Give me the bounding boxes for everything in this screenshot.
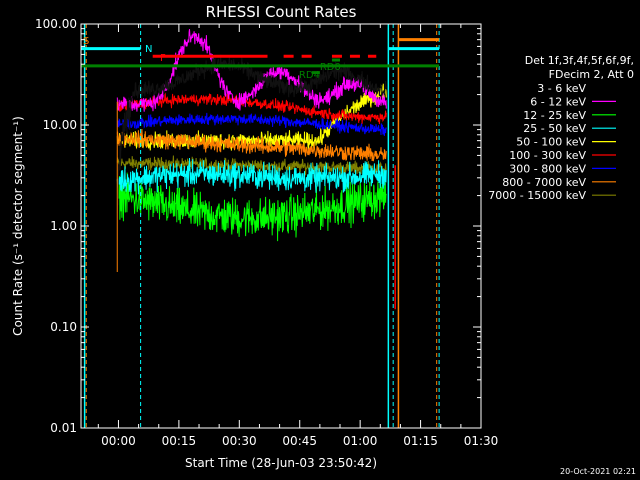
- flag-label-rd0: RD0: [320, 62, 341, 73]
- x-tick-label: 00:30: [222, 434, 257, 448]
- legend: Det 1f,3f,4f,5f,6f,9f, FDecim 2, Att 0 3…: [488, 54, 634, 202]
- x-tick-label: 00:45: [282, 434, 317, 448]
- axis-layer: 00:00 00:15 00:30 00:45 01:00 01:15 01:30 0.01 0…: [35, 17, 498, 448]
- y-tick-label: 10.00: [43, 118, 77, 132]
- flag-label-n: N: [145, 44, 152, 55]
- legend-label: 12 - 25 keV: [523, 109, 586, 122]
- chart-title: RHESSI Count Rates: [206, 3, 357, 21]
- series-line-12-25keV: [116, 172, 387, 242]
- series-line-25-50keV: [116, 157, 387, 195]
- legend-label: 3 - 6 keV: [537, 82, 586, 95]
- y-tick-label: 0.10: [50, 320, 77, 334]
- series-line-3-6keV: [116, 54, 387, 213]
- flag-label-s: S: [83, 36, 89, 47]
- series-line-800-7000keV: [116, 128, 387, 162]
- y-tick-label: 1.00: [50, 219, 77, 233]
- series-layer: [116, 29, 387, 273]
- y-axis-label: Count Rate (s⁻¹ detector segment⁻¹): [11, 116, 25, 336]
- flag-label-rd4: RD4: [299, 70, 320, 81]
- legend-label: 800 - 7000 keV: [502, 176, 586, 189]
- legend-label: 25 - 50 keV: [523, 122, 586, 135]
- x-tick-label: 00:15: [162, 434, 197, 448]
- legend-label: 6 - 12 keV: [530, 95, 586, 108]
- x-axis-label: Start Time (28-Jun-03 23:50:42): [185, 456, 377, 470]
- legend-label: 100 - 300 keV: [509, 149, 586, 162]
- flag-label-f: F: [160, 53, 166, 64]
- y-tick-label: 0.01: [50, 421, 77, 435]
- x-tick-label: 01:15: [403, 434, 438, 448]
- x-tick-label: 00:00: [101, 434, 136, 448]
- footer-timestamp: 20-Oct-2021 02:21: [560, 467, 636, 476]
- x-tick-label: 01:00: [343, 434, 378, 448]
- legend-header-line-2: FDecim 2, Att 0: [549, 68, 634, 81]
- x-tick-label: 01:30: [464, 434, 499, 448]
- legend-label: 7000 - 15000 keV: [488, 189, 586, 202]
- legend-header-line-1: Det 1f,3f,4f,5f,6f,9f,: [525, 54, 634, 67]
- y-tick-label: 100.00: [35, 17, 77, 31]
- legend-label: 300 - 800 keV: [509, 162, 586, 175]
- legend-label: 50 - 100 keV: [516, 136, 586, 149]
- series-line-6-12keV: [116, 29, 387, 112]
- series-line-300-800keV: [117, 112, 387, 137]
